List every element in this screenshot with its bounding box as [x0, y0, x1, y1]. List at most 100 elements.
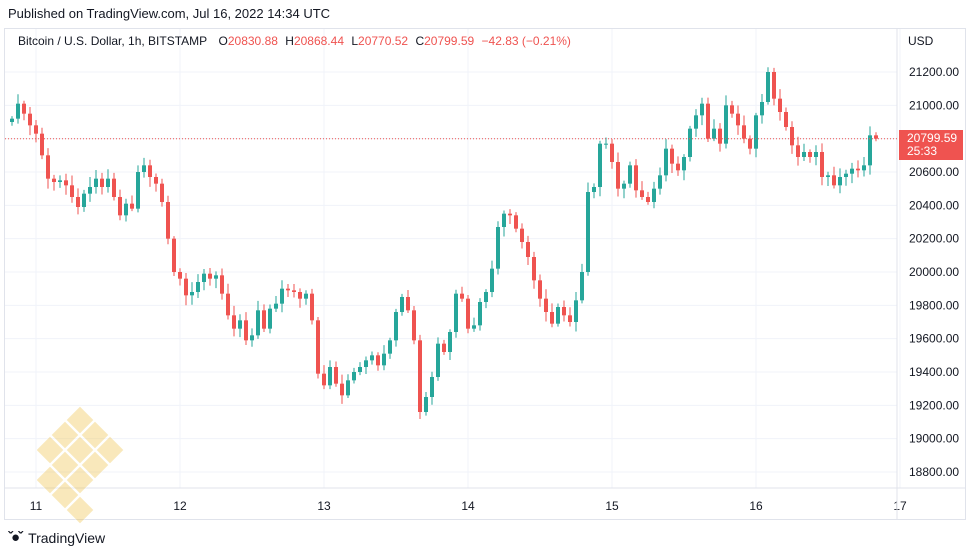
candle[interactable]	[820, 143, 824, 186]
candle[interactable]	[40, 127, 44, 160]
candle[interactable]	[520, 223, 524, 249]
candle[interactable]	[142, 157, 146, 178]
candle[interactable]	[370, 351, 374, 365]
candle[interactable]	[676, 156, 680, 176]
candle[interactable]	[106, 169, 110, 193]
candle[interactable]	[166, 195, 170, 245]
candle[interactable]	[316, 316, 320, 379]
candle[interactable]	[190, 282, 194, 305]
candle[interactable]	[778, 89, 782, 121]
candle[interactable]	[52, 174, 56, 191]
candle[interactable]	[400, 293, 404, 316]
candle[interactable]	[346, 374, 350, 398]
candle[interactable]	[274, 295, 278, 313]
candle[interactable]	[448, 329, 452, 361]
candle[interactable]	[436, 337, 440, 381]
candle[interactable]	[784, 107, 788, 131]
candle[interactable]	[574, 291, 578, 332]
candle[interactable]	[10, 116, 14, 126]
candle[interactable]	[430, 371, 434, 405]
candle[interactable]	[718, 123, 722, 152]
candle[interactable]	[256, 300, 260, 339]
candle[interactable]	[112, 172, 116, 201]
candle[interactable]	[136, 165, 140, 213]
candle[interactable]	[844, 169, 848, 186]
candle[interactable]	[646, 191, 650, 205]
candle[interactable]	[382, 345, 386, 371]
candle[interactable]	[766, 67, 770, 105]
candle[interactable]	[568, 307, 572, 327]
candle[interactable]	[148, 159, 152, 187]
candle[interactable]	[304, 290, 308, 305]
candle[interactable]	[634, 159, 638, 198]
candle[interactable]	[286, 284, 290, 297]
candle[interactable]	[118, 189, 122, 221]
candle[interactable]	[868, 126, 872, 175]
candle[interactable]	[412, 306, 416, 345]
candle[interactable]	[28, 106, 32, 136]
candle[interactable]	[538, 274, 542, 307]
candle[interactable]	[736, 105, 740, 135]
candle[interactable]	[526, 235, 530, 266]
candle[interactable]	[484, 289, 488, 309]
candle[interactable]	[826, 171, 830, 186]
candle[interactable]	[628, 161, 632, 188]
candle[interactable]	[622, 180, 626, 199]
candle[interactable]	[376, 352, 380, 371]
candle[interactable]	[550, 303, 554, 328]
candle[interactable]	[424, 392, 428, 416]
candle[interactable]	[124, 198, 128, 222]
candle[interactable]	[244, 312, 248, 345]
candle[interactable]	[592, 183, 596, 199]
candle[interactable]	[322, 365, 326, 390]
candle[interactable]	[514, 212, 518, 233]
candle[interactable]	[808, 149, 812, 163]
candle[interactable]	[352, 367, 356, 384]
candle[interactable]	[640, 181, 644, 200]
candle[interactable]	[466, 295, 470, 334]
candle[interactable]	[658, 167, 662, 195]
candle[interactable]	[580, 263, 584, 304]
candle[interactable]	[790, 121, 794, 154]
candle[interactable]	[364, 356, 368, 374]
candle[interactable]	[694, 109, 698, 137]
candle[interactable]	[670, 144, 674, 174]
candle[interactable]	[700, 97, 704, 126]
candle[interactable]	[76, 188, 80, 215]
candle[interactable]	[208, 268, 212, 286]
candle[interactable]	[472, 317, 476, 332]
candle[interactable]	[712, 119, 716, 142]
candle[interactable]	[172, 236, 176, 277]
candle[interactable]	[202, 269, 206, 291]
candle[interactable]	[688, 125, 692, 162]
candle[interactable]	[334, 361, 338, 387]
candle[interactable]	[328, 360, 332, 390]
candle[interactable]	[310, 288, 314, 325]
candle[interactable]	[586, 182, 590, 276]
candle[interactable]	[604, 137, 608, 149]
candle[interactable]	[238, 314, 242, 338]
candle[interactable]	[682, 154, 686, 181]
candle[interactable]	[598, 140, 602, 197]
candle[interactable]	[796, 136, 800, 166]
candle[interactable]	[64, 173, 68, 195]
candle[interactable]	[178, 268, 182, 286]
candle[interactable]	[214, 271, 218, 289]
candle[interactable]	[358, 362, 362, 376]
candle[interactable]	[772, 67, 776, 106]
candle[interactable]	[760, 94, 764, 124]
candle[interactable]	[496, 221, 500, 275]
candle[interactable]	[706, 97, 710, 142]
candle[interactable]	[754, 112, 758, 158]
candle[interactable]	[652, 181, 656, 209]
candle[interactable]	[556, 303, 560, 327]
footer-brand[interactable]: ˇ●ˇ TradingView	[8, 529, 105, 546]
candle[interactable]	[616, 152, 620, 197]
candle[interactable]	[280, 280, 284, 313]
candle[interactable]	[388, 337, 392, 359]
candle[interactable]	[478, 298, 482, 331]
candle[interactable]	[250, 328, 254, 347]
candle[interactable]	[856, 160, 860, 178]
candle[interactable]	[70, 175, 74, 203]
